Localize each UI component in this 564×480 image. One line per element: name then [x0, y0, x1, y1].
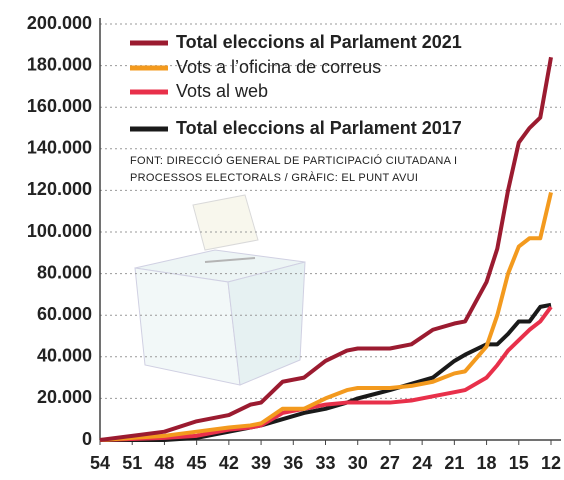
- x-tick-label: 33: [315, 453, 335, 473]
- legend-label: Total eleccions al Parlament 2017: [176, 118, 462, 138]
- x-tick-label: 21: [444, 453, 464, 473]
- y-tick-label: 80.000: [37, 262, 92, 282]
- legend-label: Total eleccions al Parlament 2021: [176, 32, 462, 52]
- grid: 0 20.000 40.000 60.000 80.000 100.000 120.000 1…: [27, 13, 561, 473]
- y-tick-label: 120.000: [27, 179, 92, 199]
- x-tick-label: 18: [477, 453, 497, 473]
- x-tick-label: 54: [90, 453, 110, 473]
- x-tick-label: 12: [541, 453, 561, 473]
- series-line: [100, 57, 551, 440]
- x-tick-label: 27: [380, 453, 400, 473]
- y-tick-label: 180.000: [27, 54, 92, 74]
- y-tick-label: 140.000: [27, 138, 92, 158]
- legend-label: Vots a l’oficina de correus: [176, 57, 381, 77]
- y-tick-label: 200.000: [27, 13, 92, 33]
- legend-label: Vots al web: [176, 81, 268, 101]
- y-tick-label: 100.000: [27, 221, 92, 241]
- legend: Total eleccions al Parlament 2021 Vots a …: [130, 32, 462, 138]
- x-tick-label: 24: [412, 453, 432, 473]
- x-tick-label: 39: [251, 453, 271, 473]
- x-tick-label: 51: [122, 453, 142, 473]
- source-note: PROCESSOS ELECTORALS / GRÀFIC: EL PUNT A…: [130, 171, 418, 184]
- y-tick-label: 60.000: [37, 304, 92, 324]
- y-tick-label: 0: [82, 429, 92, 449]
- lines: [100, 57, 551, 440]
- chart: 0 20.000 40.000 60.000 80.000 100.000 120.000 1…: [0, 0, 564, 475]
- x-tick-label: 48: [154, 453, 174, 473]
- x-tick-label: 45: [187, 453, 207, 473]
- x-tick-label: 15: [509, 453, 529, 473]
- y-tick-label: 40.000: [37, 346, 92, 366]
- y-tick-label: 160.000: [27, 96, 92, 116]
- source-note: FONT: DIRECCIÓ GENERAL DE PARTICIPACIÓ C…: [130, 154, 457, 167]
- x-tick-label: 42: [219, 453, 239, 473]
- x-tick-label: 36: [283, 453, 303, 473]
- y-tick-label: 20.000: [37, 387, 92, 407]
- x-tick-label: 30: [348, 453, 368, 473]
